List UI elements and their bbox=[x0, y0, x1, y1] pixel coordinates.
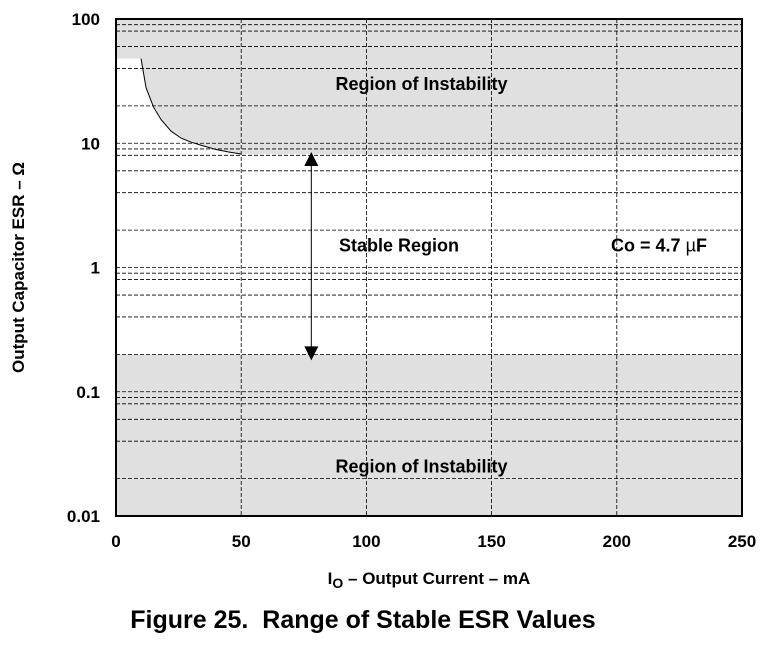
x-axis-title-subscript: O bbox=[332, 575, 343, 591]
x-axis-title-prefix: I bbox=[328, 569, 333, 588]
capacitor-value-mu: µ bbox=[686, 236, 696, 256]
x-tick-label: 100 bbox=[352, 532, 380, 551]
x-axis-title-rest: – Output Current – mA bbox=[343, 569, 530, 588]
lower-instability-label: Region of Instability bbox=[335, 457, 507, 477]
y-axis-title: Output Capacitor ESR – Ω bbox=[9, 162, 28, 373]
grid-layer bbox=[116, 19, 742, 516]
x-axis-title: IO – Output Current – mA bbox=[328, 569, 531, 591]
y-tick-label: 1 bbox=[91, 259, 100, 278]
capacitor-value-prefix: Co = 4.7 bbox=[611, 236, 686, 256]
y-tick-label: 0.1 bbox=[76, 383, 100, 402]
x-tick-label: 200 bbox=[603, 532, 631, 551]
stability-boundary-curve bbox=[140, 58, 242, 155]
x-tick-label: 150 bbox=[477, 532, 505, 551]
lower-instability-region bbox=[116, 354, 742, 516]
stable-label: Stable Region bbox=[339, 236, 459, 256]
capacitor-value-label: Co = 4.7 µF bbox=[611, 236, 707, 256]
y-tick-label: 100 bbox=[72, 10, 100, 29]
capacitor-value-unit: F bbox=[696, 236, 707, 256]
plot-frame bbox=[115, 18, 743, 517]
y-tick-label: 0.01 bbox=[67, 507, 100, 526]
marks-layer bbox=[115, 18, 743, 517]
x-tick-label: 50 bbox=[232, 532, 251, 551]
x-tick-label: 250 bbox=[728, 532, 756, 551]
upper-instability-label: Region of Instability bbox=[335, 74, 507, 94]
figure-caption: Figure 25. Range of Stable ESR Values bbox=[130, 606, 596, 634]
arrowhead-up bbox=[304, 152, 319, 167]
x-tick-label: 0 bbox=[111, 532, 120, 551]
text-layer: 0 50 100 150 200 250 0.01 0.1 1 10 100 IO – Output … bbox=[9, 10, 756, 591]
upper-instability-strip bbox=[116, 19, 142, 59]
arrowhead-down bbox=[304, 346, 319, 361]
y-tick-label: 10 bbox=[81, 134, 100, 153]
upper-instability-region bbox=[141, 19, 743, 154]
